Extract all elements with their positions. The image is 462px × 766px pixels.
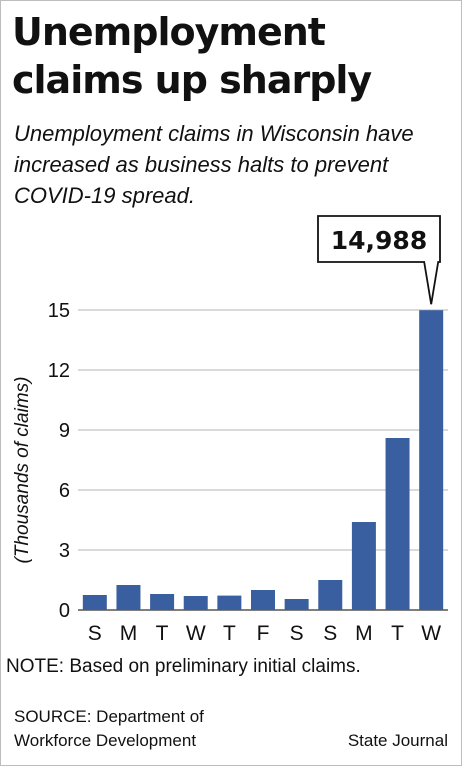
callout-value: 14,988 [331,226,427,255]
chart-note: NOTE: Based on preliminary initial claim… [6,656,361,677]
bar [284,599,309,610]
y-tick-label: 3 [59,540,70,562]
y-tick-label: 12 [48,360,70,382]
bar [351,522,376,610]
bar [150,594,175,610]
chart-title: Unemployment claims up sharply [12,10,372,102]
chart-subtitle: Unemployment claims in Wisconsin have in… [14,121,414,208]
bar [183,596,208,610]
bar [251,590,275,610]
chart-credit: State Journal [347,731,448,750]
y-tick-label: 0 [59,600,70,622]
x-tick-label: S [323,622,337,645]
bar [419,310,444,610]
x-tick-label: T [391,622,404,645]
x-tick-label: W [186,622,206,645]
x-tick-label: T [156,622,169,645]
y-axis-ticks: 0 3 6 9 12 15 [48,300,70,622]
y-axis-label: (Thousands of claims) [12,377,33,564]
x-tick-label: W [421,622,441,645]
x-tick-label: T [223,622,236,645]
bar [82,595,107,610]
y-tick-label: 9 [59,420,70,442]
x-tick-label: S [290,622,304,645]
callout: 14,988 [317,215,441,305]
x-tick-label: F [257,622,270,645]
x-tick-label: S [88,622,102,645]
bars [82,310,444,610]
y-tick-label: 15 [48,300,70,322]
bar [385,438,410,610]
chart-source: SOURCE: Department of Workforce Developm… [14,707,204,750]
bar [318,580,343,610]
bar [116,585,141,610]
x-tick-label: M [355,622,373,645]
y-tick-label: 6 [59,480,70,502]
callout-box [317,215,441,305]
bar [217,595,242,610]
x-tick-label: M [120,622,138,645]
